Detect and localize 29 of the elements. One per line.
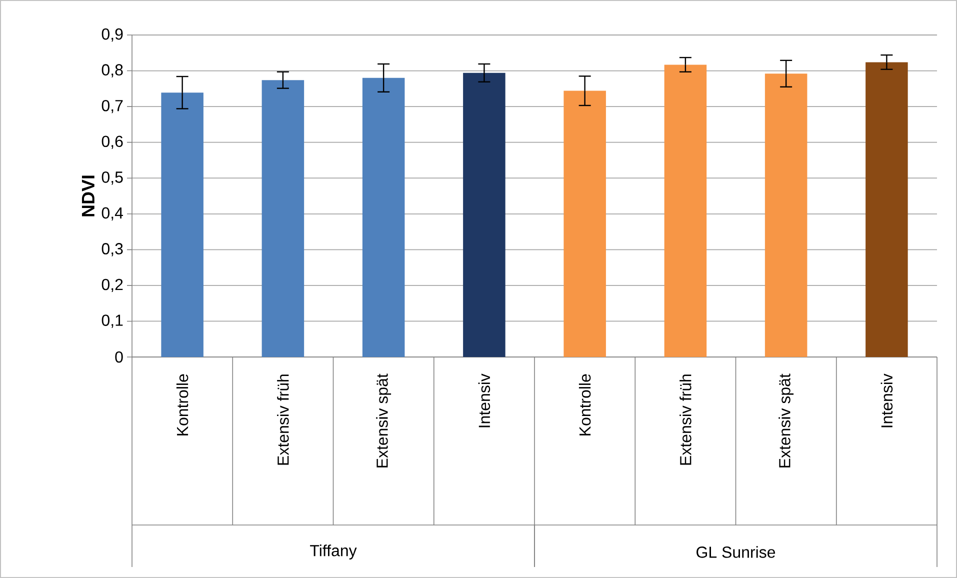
y-axis-title: NDVI <box>82 176 94 216</box>
y-tick-label: 0,2 <box>102 278 123 292</box>
y-tick-label: 0 <box>115 351 123 363</box>
bar <box>564 90 606 357</box>
y-tick-label: 0,5 <box>102 172 123 185</box>
x-tick-label: Intensiv <box>880 374 893 428</box>
x-tick-label: Extensiv spät <box>778 374 794 468</box>
bar <box>463 72 506 357</box>
bar <box>362 78 405 357</box>
y-tick-label: 0,9 <box>102 28 123 42</box>
y-tick-label: 0,7 <box>102 100 123 114</box>
x-tick-label: Kontrolle <box>176 374 188 436</box>
text: GL Sunrise <box>696 546 776 558</box>
y-tick-label: 0,3 <box>102 243 123 256</box>
text: Tiffany <box>310 544 357 560</box>
bar <box>764 74 808 357</box>
y-tick-label: 0,8 <box>102 64 123 78</box>
x-tick-label: Extensiv spät <box>376 374 392 468</box>
bar <box>161 92 204 357</box>
y-tick-label: 0,1 <box>102 314 123 328</box>
bar <box>866 62 908 357</box>
bar <box>262 80 304 357</box>
x-tick-label: Extensiv früh <box>277 374 289 465</box>
bar <box>664 64 707 357</box>
x-tick-label: Extensiv früh <box>680 374 692 465</box>
y-tick-label: 0,4 <box>102 207 123 220</box>
y-tick-label: 0,6 <box>102 136 123 149</box>
x-tick-label: Kontrolle <box>578 374 591 436</box>
x-tick-label: Intensiv <box>478 374 490 428</box>
